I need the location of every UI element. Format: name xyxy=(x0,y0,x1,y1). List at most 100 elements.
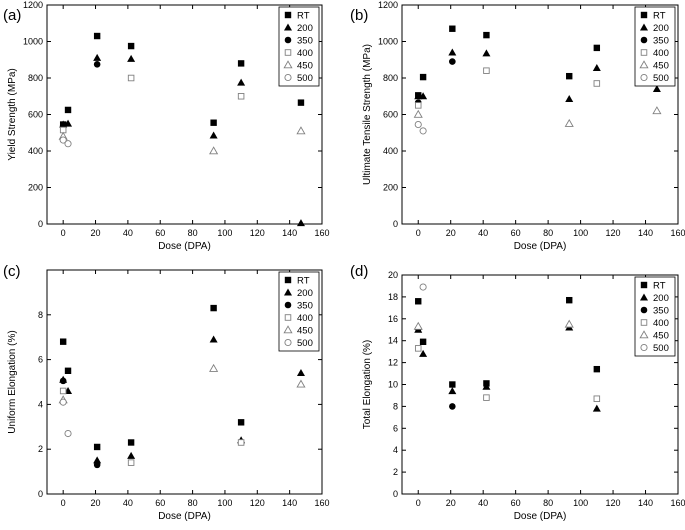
legend-box xyxy=(278,271,320,352)
x-tick-label: 40 xyxy=(123,498,133,508)
y-tick-label: 1200 xyxy=(378,0,398,10)
data-point-400 xyxy=(127,459,135,466)
legend-label: 450 xyxy=(297,326,313,337)
legend-marker-450 xyxy=(639,60,649,69)
chart-panel-0: 0 20 40 60 80 100 120 140 160 0 200 400 600 800 1000 12… xyxy=(3,0,330,252)
data-point-200 xyxy=(592,404,601,412)
data-point-450 xyxy=(296,379,306,388)
legend-marker-400 xyxy=(284,49,292,56)
legend-label: 350 xyxy=(653,306,669,317)
y-axis-label: Uniform Elongation (%) xyxy=(7,330,18,433)
data-point-RT xyxy=(127,439,135,446)
data-point-200 xyxy=(296,369,305,377)
data-point-200 xyxy=(127,451,136,459)
legend-label: 500 xyxy=(297,73,313,84)
y-tick-label: 18 xyxy=(388,292,398,302)
data-point-RT xyxy=(483,31,490,39)
y-tick-label: 20 xyxy=(388,270,398,280)
x-tick-label: 60 xyxy=(155,228,165,238)
data-point-200 xyxy=(419,92,428,100)
legend-label: RT xyxy=(653,11,666,22)
legend-marker-RT xyxy=(284,11,292,19)
data-point-450 xyxy=(564,319,574,328)
x-tick-label: 120 xyxy=(606,228,621,238)
legend-marker-500 xyxy=(640,73,648,82)
x-axis-label: Dose (DPA) xyxy=(514,511,567,522)
data-point-400 xyxy=(483,394,490,401)
data-point-400 xyxy=(483,67,490,74)
data-point-RT xyxy=(449,381,456,388)
data-point-350 xyxy=(93,61,101,68)
legend-marker-400 xyxy=(284,314,292,321)
data-point-200 xyxy=(209,335,218,343)
x-axis-label: Dose (DPA) xyxy=(514,241,567,252)
data-point-500 xyxy=(64,429,72,438)
data-point-200 xyxy=(127,54,136,62)
legend-label: RT xyxy=(297,11,310,22)
legend-box xyxy=(278,6,320,87)
y-tick-label: 6 xyxy=(393,423,398,433)
y-tick-label: 200 xyxy=(383,183,398,193)
data-point-400 xyxy=(414,345,422,352)
legend-label: RT xyxy=(297,276,310,287)
y-tick-label: 1200 xyxy=(23,0,43,10)
legend-label: 200 xyxy=(653,293,669,304)
x-tick-label: 120 xyxy=(250,228,265,238)
data-point-RT xyxy=(237,60,245,67)
x-tick-label: 0 xyxy=(61,498,66,508)
legend-label: 350 xyxy=(297,301,313,312)
data-point-500 xyxy=(419,127,427,135)
legend-label: RT xyxy=(653,281,666,292)
data-point-200 xyxy=(652,84,661,92)
y-tick-label: 400 xyxy=(28,146,43,156)
data-point-500 xyxy=(419,283,427,291)
y-tick-label: 12 xyxy=(388,358,398,368)
legend-marker-200 xyxy=(640,23,648,31)
legend-marker-350 xyxy=(284,36,292,44)
x-tick-label: 80 xyxy=(543,498,553,508)
legend-marker-500 xyxy=(640,343,648,352)
panel-label: (d) xyxy=(350,263,368,280)
x-tick-label: 40 xyxy=(478,228,488,238)
data-point-350 xyxy=(93,461,101,469)
legend-box xyxy=(634,276,676,357)
x-tick-label: 20 xyxy=(446,228,456,238)
data-point-400 xyxy=(414,102,422,109)
legend-label: 400 xyxy=(653,318,669,329)
x-tick-label: 100 xyxy=(573,228,588,238)
data-point-500 xyxy=(414,120,422,129)
data-point-200 xyxy=(482,49,491,57)
data-point-RT xyxy=(210,119,217,126)
x-tick-label: 100 xyxy=(217,228,232,238)
legend-marker-200 xyxy=(640,293,648,301)
legend-marker-500 xyxy=(284,338,292,347)
x-tick-label: 60 xyxy=(511,498,521,508)
legend-label: 450 xyxy=(297,61,313,72)
plot-frame xyxy=(46,269,323,495)
x-tick-label: 140 xyxy=(282,228,297,238)
data-point-450 xyxy=(413,109,423,118)
chart-panel-2: 0 20 40 60 80 100 120 140 160 0 2 4 6 8 Dose (DPA) Unif… xyxy=(3,263,330,522)
legend-marker-450 xyxy=(639,330,649,339)
data-point-450 xyxy=(209,363,219,372)
x-tick-label: 40 xyxy=(123,228,133,238)
legend-marker-200 xyxy=(284,288,292,296)
data-point-450 xyxy=(564,118,574,127)
chart-panel-3: 0 20 40 60 80 100 120 140 160 0 2 4 6 8 10 12 14 16 18 20 Do… xyxy=(350,263,685,522)
y-tick-label: 10 xyxy=(388,380,398,390)
legend-marker-500 xyxy=(284,73,292,82)
x-tick-label: 160 xyxy=(670,228,685,238)
x-tick-label: 140 xyxy=(638,498,653,508)
legend-label: 450 xyxy=(653,61,669,72)
x-tick-label: 100 xyxy=(573,498,588,508)
legend-label: 400 xyxy=(653,48,669,59)
y-axis-label: Ultimate Tensile Strength (MPa) xyxy=(362,44,373,185)
legend-marker-RT xyxy=(284,276,292,284)
x-axis-label: Dose (DPA) xyxy=(158,511,211,522)
y-tick-label: 1000 xyxy=(378,37,398,47)
data-point-500 xyxy=(64,140,72,148)
y-tick-label: 800 xyxy=(383,73,398,83)
legend-label: 400 xyxy=(297,313,313,324)
y-tick-label: 0 xyxy=(393,219,398,229)
